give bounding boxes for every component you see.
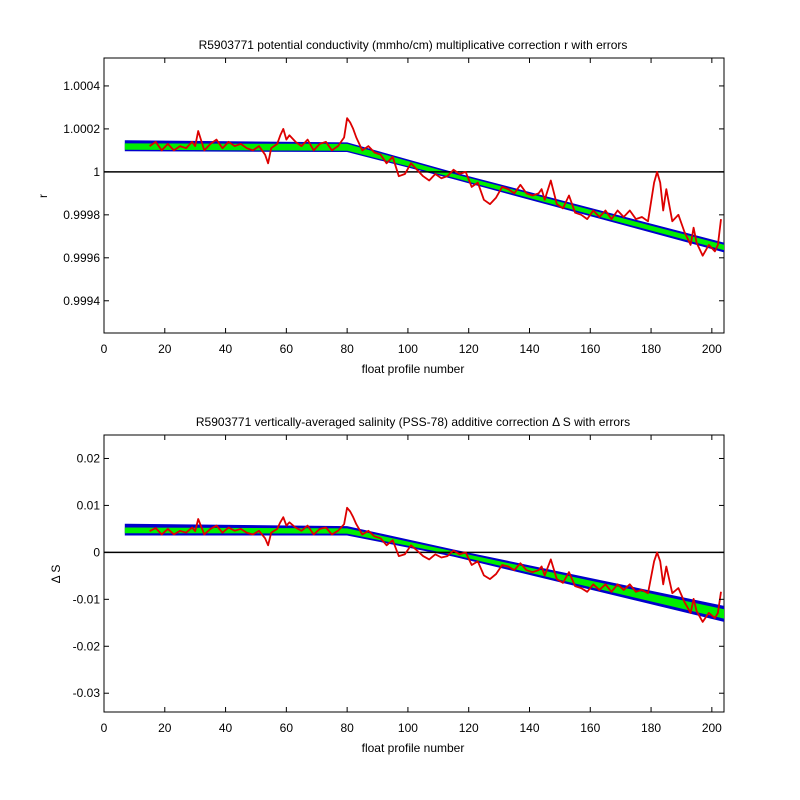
x-tick-label: 60 bbox=[280, 342, 294, 356]
x-axis-label: float profile number bbox=[362, 362, 465, 376]
error-band bbox=[124, 140, 724, 253]
x-tick-label: 180 bbox=[641, 342, 661, 356]
x-axis-label: float profile number bbox=[362, 741, 465, 755]
x-tick-label: 80 bbox=[340, 721, 354, 735]
x-tick-label: 160 bbox=[580, 721, 600, 735]
chart-title: R5903771 vertically-averaged salinity (P… bbox=[196, 415, 630, 429]
x-tick-label: 140 bbox=[519, 721, 539, 735]
x-tick-label: 200 bbox=[702, 342, 722, 356]
y-tick-label: -0.02 bbox=[73, 639, 101, 653]
x-tick-label: 40 bbox=[219, 721, 233, 735]
x-tick-label: 0 bbox=[101, 721, 108, 735]
y-tick-label: -0.03 bbox=[73, 686, 101, 700]
tick-group: 0 20 40 60 80 100 120 140 160 180 200 0.9994 0.9996 0… bbox=[63, 58, 724, 356]
x-tick-label: 160 bbox=[580, 342, 600, 356]
y-tick-label: -0.01 bbox=[73, 592, 101, 606]
y-tick-label: 0.02 bbox=[77, 451, 101, 465]
plot-area-frame bbox=[103, 434, 725, 713]
x-tick-label: 180 bbox=[641, 721, 661, 735]
x-tick-label: 120 bbox=[459, 721, 479, 735]
x-tick-label: 140 bbox=[519, 342, 539, 356]
y-tick-label: 1.0004 bbox=[63, 79, 100, 93]
y-axis-label: r bbox=[36, 194, 50, 198]
x-tick-label: 200 bbox=[702, 721, 722, 735]
y-tick-label: 1.0002 bbox=[63, 122, 100, 136]
salinity-correction-panel: R5903771 vertically-averaged salinity (P… bbox=[49, 415, 725, 755]
y-axis-label: Δ S bbox=[49, 565, 63, 584]
chart-title: R5903771 potential conductivity (mmho/cm… bbox=[199, 38, 628, 52]
plot-content bbox=[104, 506, 724, 623]
y-tick-label: 0.01 bbox=[77, 498, 101, 512]
y-tick-label: 0 bbox=[93, 545, 100, 559]
x-tick-label: 100 bbox=[398, 721, 418, 735]
x-tick-label: 20 bbox=[158, 342, 172, 356]
x-tick-label: 100 bbox=[398, 342, 418, 356]
error-band bbox=[124, 523, 724, 622]
data-series-line bbox=[149, 506, 722, 623]
y-tick-label: 1 bbox=[93, 165, 100, 179]
x-tick-label: 80 bbox=[340, 342, 354, 356]
x-tick-label: 0 bbox=[101, 342, 108, 356]
y-tick-label: 0.9996 bbox=[63, 251, 100, 265]
y-tick-label: 0.9994 bbox=[63, 294, 100, 308]
plot-area-frame bbox=[103, 57, 725, 334]
fit-band bbox=[124, 143, 724, 251]
plot-content bbox=[104, 117, 724, 257]
tick-group: 0 20 40 60 80 100 120 140 160 180 200 -0.03 -0.02 -0.… bbox=[73, 435, 724, 735]
conductivity-correction-panel: R5903771 potential conductivity (mmho/cm… bbox=[36, 38, 725, 376]
y-tick-label: 0.9998 bbox=[63, 208, 100, 222]
x-tick-label: 40 bbox=[219, 342, 233, 356]
fit-band bbox=[124, 527, 724, 619]
x-tick-label: 120 bbox=[459, 342, 479, 356]
data-series-line bbox=[149, 117, 722, 257]
x-tick-label: 60 bbox=[280, 721, 294, 735]
x-tick-label: 20 bbox=[158, 721, 172, 735]
